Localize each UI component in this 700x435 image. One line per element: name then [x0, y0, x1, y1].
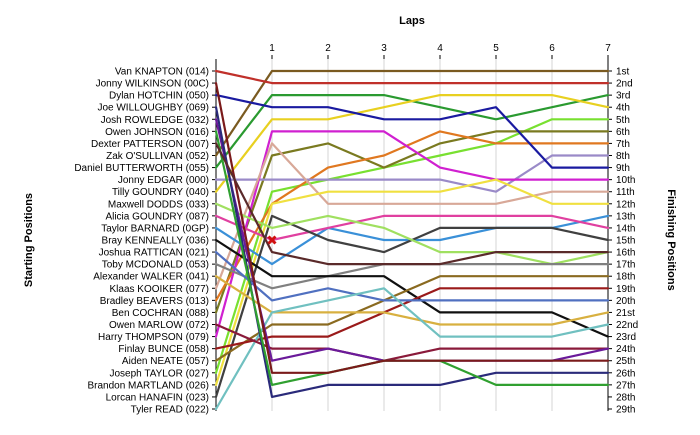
- finishing-position-label: 4th: [616, 103, 630, 114]
- lap-tick-label: 6: [549, 43, 555, 54]
- finishing-position-label: 19th: [616, 284, 635, 295]
- finishing-position-label: 12th: [616, 199, 635, 210]
- finishing-position-label: 27th: [616, 380, 635, 391]
- finishing-position-label: 29th: [616, 405, 635, 416]
- starting-position-label: Finlay BUNCE (058): [118, 344, 209, 355]
- starting-position-label: Joshua RATTICAN (021): [99, 248, 209, 259]
- starting-position-label: Owen MARLOW (072): [109, 320, 209, 331]
- finishing-position-label: 26th: [616, 368, 635, 379]
- starting-position-label: Joseph TAYLOR (027): [110, 368, 210, 379]
- driver-position-line: [214, 130, 610, 302]
- starting-position-label: Bray KENNEALLY (036): [102, 236, 209, 247]
- starting-position-label: Bradley BEAVERS (013): [100, 296, 209, 307]
- driver-position-line: [214, 106, 610, 398]
- series-layer: [214, 69, 610, 411]
- finishing-position-label: 28th: [616, 392, 635, 403]
- driver-position-line: [214, 275, 610, 362]
- finishing-position-label: 9th: [616, 163, 630, 174]
- finishing-position-label: 16th: [616, 248, 635, 259]
- finishing-position-label: 25th: [616, 356, 635, 367]
- finishing-position-label: 3rd: [616, 91, 630, 102]
- starting-position-label: Lorcan HANAFIN (023): [106, 392, 209, 403]
- starting-position-label: Klaas KOOIKER (077): [110, 284, 209, 295]
- starting-position-label: Zak O'SULLIVAN (052): [106, 151, 209, 162]
- starting-position-label: Jonny EDGAR (000): [118, 175, 209, 186]
- finishing-position-label: 8th: [616, 151, 630, 162]
- starting-position-label: Harry THOMPSON (079): [98, 332, 209, 343]
- driver-position-line: [214, 93, 610, 193]
- starting-position-label: Dylan HOTCHIN (050): [109, 91, 209, 102]
- starting-position-label: Joe WILLOUGHBY (069): [97, 103, 209, 114]
- starting-position-label: Daniel BUTTERWORTH (055): [74, 163, 209, 174]
- finishing-position-label: 1st: [616, 67, 630, 78]
- starting-position-label: Tilly GOUNDRY (040): [112, 187, 209, 198]
- finishing-position-label: 22nd: [616, 320, 638, 331]
- starting-position-label: Taylor BARNARD (0GP): [101, 223, 209, 234]
- finishing-position-label: 14th: [616, 223, 635, 234]
- driver-position-line: [214, 81, 610, 374]
- marker-layer: [267, 235, 277, 245]
- driver-position-line: [214, 142, 610, 290]
- lap-tick-label: 5: [493, 43, 499, 54]
- label-layer: 1 2 3 4 5 6 7 Van KNAPTON (014)Jonny WILKINSON …: [74, 43, 638, 416]
- finishing-position-label: 2nd: [616, 79, 633, 90]
- retired-marker-stroke: [267, 235, 277, 245]
- finishing-position-label: 23rd: [616, 332, 636, 343]
- starting-position-label: Van KNAPTON (014): [115, 67, 209, 78]
- starting-position-label: Alexander WALKER (041): [93, 272, 209, 283]
- driver-position-line: [214, 178, 610, 386]
- starting-position-label: Aiden NEATE (057): [122, 356, 209, 367]
- finishing-position-label: 17th: [616, 260, 635, 271]
- starting-position-label: Dexter PATTERSON (007): [91, 139, 209, 150]
- driver-position-line: [214, 142, 610, 266]
- driver-position-line: [214, 275, 610, 326]
- starting-position-label: Owen JOHNSON (016): [105, 127, 209, 138]
- starting-position-label: Toby MCDONALD (053): [102, 260, 209, 271]
- finishing-position-label: 10th: [616, 175, 635, 186]
- driver-position-line: [214, 93, 610, 169]
- driver-position-line: [214, 251, 610, 302]
- starting-position-label: Jonny WILKINSON (00C): [96, 79, 209, 90]
- finishing-position-label: 13th: [616, 211, 635, 222]
- right-axis-label: Finishing Positions: [665, 189, 677, 290]
- finishing-position-label: 15th: [616, 236, 635, 247]
- driver-position-line: [214, 154, 610, 193]
- retired-marker: [267, 235, 277, 245]
- left-axis-label: Starting Positions: [23, 193, 35, 287]
- driver-position-line: [214, 69, 610, 157]
- driver-position-line: [214, 238, 610, 338]
- starting-position-label: Ben COCHRAN (088): [112, 308, 209, 319]
- chart-title: Laps: [399, 15, 425, 27]
- driver-position-line: [214, 118, 610, 374]
- lap-tick-label: 3: [381, 43, 387, 54]
- finishing-position-label: 11th: [616, 187, 635, 198]
- starting-position-label: Alicia GOUNDRY (087): [105, 211, 209, 222]
- lap-tick-label: 1: [269, 43, 275, 54]
- starting-position-label: Josh ROWLEDGE (032): [101, 115, 209, 126]
- driver-position-line: [214, 214, 610, 242]
- finishing-position-label: 7th: [616, 139, 630, 150]
- finishing-position-label: 18th: [616, 272, 635, 283]
- starting-position-label: Maxwell DODDS (033): [108, 199, 209, 210]
- finishing-position-label: 5th: [616, 115, 630, 126]
- driver-position-line: [214, 202, 610, 266]
- finishing-position-label: 24th: [616, 344, 635, 355]
- finishing-position-label: 21st: [616, 308, 635, 319]
- lap-tick-label: 7: [605, 43, 611, 54]
- finishing-position-label: 6th: [616, 127, 630, 138]
- starting-position-label: Tyler READ (022): [131, 405, 209, 416]
- lap-tick-label: 2: [325, 43, 331, 54]
- driver-position-line: [214, 130, 610, 338]
- driver-position-line: [214, 287, 610, 411]
- driver-position-line: [214, 69, 610, 85]
- lap-tick-label: 4: [437, 43, 443, 54]
- driver-position-line: [214, 323, 610, 362]
- starting-position-label: Brandon MARTLAND (026): [87, 380, 209, 391]
- finishing-position-label: 20th: [616, 296, 635, 307]
